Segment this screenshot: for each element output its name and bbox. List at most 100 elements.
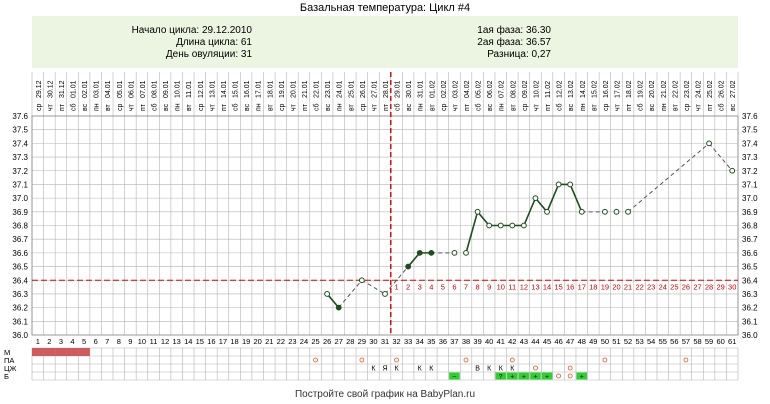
day-number-label: 19 [242,337,250,346]
chart-labels: 36.0 36.0 36.1 36.1 36.2 36.2 36.3 36.3 36.4 36.4… [12,80,758,346]
y-tick-label-left: 36.8 [12,222,28,231]
day-number-label: 29 [358,337,366,346]
temperature-point [509,222,516,229]
temperature-point [544,208,550,215]
day-number-label: 56 [670,337,678,346]
day-number-label: 5 [82,337,86,346]
temperature-point [358,277,365,284]
y-tick-label-right: 36.7 [742,235,758,244]
post-ovulation-day-label: 8 [476,282,480,291]
y-tick-label-left: 36.5 [12,263,28,272]
y-tick-label-left: 37.6 [12,112,28,121]
date-label: 08.02 [510,80,517,98]
date-label: 30.01 [406,80,413,98]
date-label: 14.02 [580,80,587,98]
phase1-text: 1ая фаза: 36.30 [477,25,551,36]
weekday-label: сб [556,103,564,111]
post-ovulation-day-label: 29 [716,282,724,291]
day-number-label: 49 [589,337,597,346]
weekday-label: сб [475,103,483,111]
post-ovulation-day-label: 3 [418,282,422,291]
y-tick-label-left: 37.5 [12,126,28,135]
temperature-point [706,140,712,147]
post-ovulation-day-label: 19 [601,282,609,291]
row-label: Б [4,372,9,381]
weekday-label: сб [313,103,321,111]
weekday-label: вс [730,103,737,111]
date-label: 16.01 [244,80,251,98]
day-number-label: 26 [323,337,331,346]
day-number-label: 54 [647,337,655,346]
day-number-label: 7 [105,337,109,346]
date-label: 20.02 [649,80,656,98]
moon-icon [601,117,608,129]
y-tick-label-right: 36.5 [742,263,758,272]
weekday-label: чт [209,103,216,111]
date-label: 30.12 [47,80,54,98]
day-number-label: 27 [335,337,343,346]
post-ovulation-day-label: 13 [531,282,539,291]
date-label: 12.02 [557,80,564,98]
post-ovulation-day-label: 25 [670,282,678,291]
day-number-label: 50 [601,337,609,346]
temperature-point [324,291,331,297]
day-number-label: 10 [138,337,146,346]
day-number-label: 32 [392,337,400,346]
footer-link[interactable]: Постройте свой график на BabyPlan.ru [294,389,476,400]
weekday-label: чт [290,103,297,111]
weekday-label: вс [163,103,170,111]
date-label: 17.02 [614,80,621,98]
y-tick-label-right: 36.9 [742,208,758,217]
temperature-point [578,208,585,215]
date-label: 18.01 [267,80,274,98]
date-label: 18.02 [626,80,633,98]
post-ovulation-day-label: 18 [589,282,597,291]
cm-code: К [371,366,376,373]
day-number-label: 11 [150,337,158,346]
day-number-label: 35 [427,337,435,346]
day-number-label: 4 [70,337,74,346]
pa-circle [602,357,608,363]
weekday-label: вт [105,103,112,111]
date-label: 23.01 [325,80,332,98]
b-label: ? [499,374,503,381]
temperature-point [428,249,435,256]
cycle-start-text: Начало цикла: 29.12.2010 [131,25,252,36]
post-ovulation-day-label: 14 [543,282,551,291]
date-label: 10.02 [533,80,540,98]
weekday-label: пт [464,103,471,111]
cm-code: К [418,366,423,373]
day-number-label: 6 [94,337,98,346]
weekday-label: вс [406,103,413,111]
y-tick-label-right: 36.0 [742,331,758,340]
y-tick-label-right: 36.2 [742,304,758,313]
y-tick-label-right: 36.6 [742,249,758,258]
date-label: 02.01 [82,80,89,98]
cm-code: Я [382,366,387,373]
weekday-label: пт [59,103,66,111]
weekday-label: вс [325,103,332,111]
day-number-label: 38 [462,337,470,346]
date-label: 29.01 [395,80,402,98]
b-green-cell [449,372,460,380]
menses-cell [43,348,56,356]
post-ovulation-day-label: 5 [441,282,445,291]
post-ovulation-day-label: 15 [554,282,562,291]
weekday-label: сб [718,103,726,111]
date-label: 07.01 [140,80,147,98]
weekday-label: сб [232,103,240,111]
weekday-label: сб [394,103,402,111]
date-label: 26.01 [360,80,367,98]
weekday-label: чт [128,103,135,111]
day-number-label: 57 [682,337,690,346]
b-green-cell [495,372,507,380]
cm-code: К [395,366,400,373]
weekday-label: вс [244,103,251,111]
b-label: + [534,374,538,381]
post-ovulation-day-label: 12 [520,282,528,291]
pa-circle [463,357,469,363]
date-label: 24.02 [695,80,702,98]
weekday-label: ср [279,104,286,112]
date-label: 03.01 [94,80,101,98]
day-number-label: 36 [439,337,447,346]
